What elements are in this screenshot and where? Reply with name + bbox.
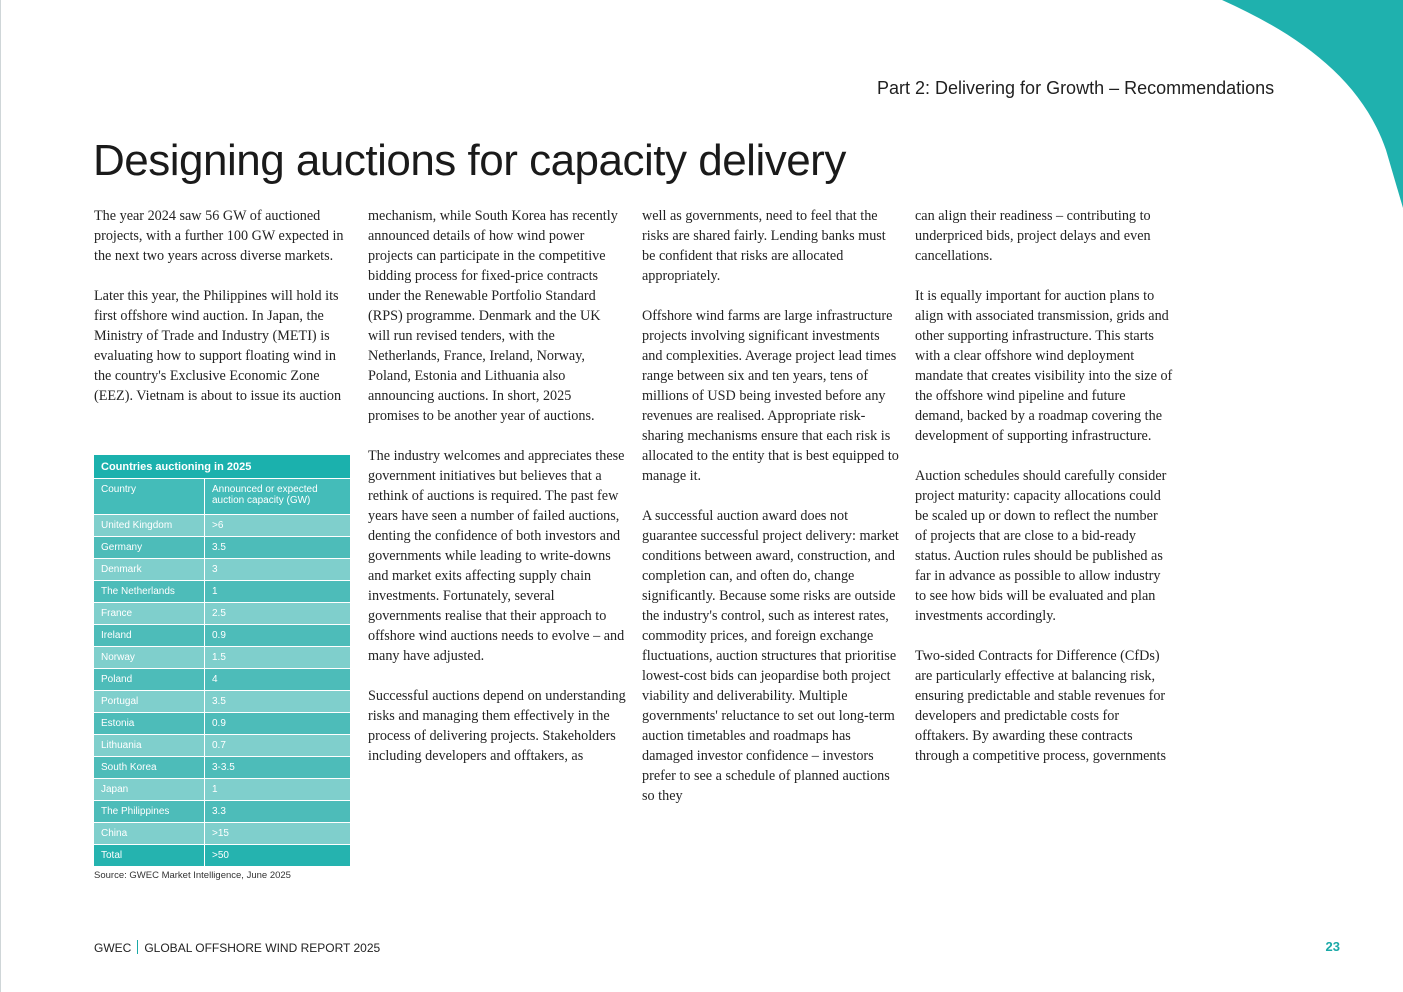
table-caption: Countries auctioning in 2025: [94, 455, 350, 479]
capacity-cell: 0.9: [204, 624, 350, 647]
paragraph: can align their readiness – contributing…: [915, 208, 1151, 264]
country-cell: The Netherlands: [94, 580, 205, 603]
table-row: Japan 1: [94, 778, 350, 801]
table-row: France 2.5: [94, 602, 350, 625]
country-cell: Norway: [94, 646, 205, 669]
text-column-1: The year 2024 saw 56 GW of auctioned pro…: [94, 206, 350, 426]
table-total-row: Total >50: [94, 844, 350, 867]
table-row: Germany 3.5: [94, 536, 350, 559]
text-column-4: can align their readiness – contributing…: [915, 206, 1173, 786]
capacity-cell: 3.3: [204, 800, 350, 823]
capacity-cell: 3-3.5: [204, 756, 350, 779]
total-label-cell: Total: [94, 844, 205, 867]
country-cell: The Philippines: [94, 800, 205, 823]
table-row: Estonia 0.9: [94, 712, 350, 735]
capacity-cell: 0.7: [204, 734, 350, 757]
table-row: United Kingdom >6: [94, 514, 350, 537]
capacity-cell: 1: [204, 580, 350, 603]
country-cell: Denmark: [94, 558, 205, 581]
paragraph: well as governments, need to feel that t…: [642, 208, 886, 284]
table-source-note: Source: GWEC Market Intelligence, June 2…: [94, 870, 291, 881]
paragraph: A successful auction award does not guar…: [642, 508, 899, 804]
paragraph: The industry welcomes and appreciates th…: [368, 448, 625, 664]
table-row: China >15: [94, 822, 350, 845]
table-row: Portugal 3.5: [94, 690, 350, 713]
capacity-cell: 3: [204, 558, 350, 581]
text-column-3: well as governments, need to feel that t…: [642, 206, 900, 826]
capacity-cell: >15: [204, 822, 350, 845]
column-header-country: Country: [94, 478, 205, 515]
paragraph: The year 2024 saw 56 GW of auctioned pro…: [94, 208, 344, 264]
column-header-capacity: Announced or expected auction capacity (…: [204, 478, 350, 515]
country-cell: Estonia: [94, 712, 205, 735]
paragraph: Successful auctions depend on understand…: [368, 688, 626, 764]
page-title: Designing auctions for capacity delivery: [93, 136, 846, 185]
footer-report-title: GLOBAL OFFSHORE WIND REPORT 2025: [144, 941, 381, 955]
country-cell: United Kingdom: [94, 514, 205, 537]
text-column-2: mechanism, while South Korea has recentl…: [368, 206, 626, 786]
capacity-cell: 3.5: [204, 690, 350, 713]
table-row: Ireland 0.9: [94, 624, 350, 647]
capacity-table-block: Countries auctioning in 2025 Country Ann…: [94, 455, 350, 881]
capacity-cell: 3.5: [204, 536, 350, 559]
capacity-table: Countries auctioning in 2025 Country Ann…: [94, 455, 350, 867]
footer-logo-text: GWEC: [94, 941, 132, 955]
country-cell: Portugal: [94, 690, 205, 713]
page-number: 23: [1325, 939, 1340, 954]
paragraph: It is equally important for auction plan…: [915, 288, 1173, 444]
country-cell: South Korea: [94, 756, 205, 779]
footer-divider: [137, 940, 139, 954]
capacity-cell: 2.5: [204, 602, 350, 625]
capacity-cell: 0.9: [204, 712, 350, 735]
table-row: The Philippines 3.3: [94, 800, 350, 823]
country-cell: Germany: [94, 536, 205, 559]
total-value-cell: >50: [204, 844, 350, 867]
country-cell: Poland: [94, 668, 205, 691]
table-row: South Korea 3-3.5: [94, 756, 350, 779]
country-cell: Lithuania: [94, 734, 205, 757]
capacity-cell: 4: [204, 668, 350, 691]
country-cell: Japan: [94, 778, 205, 801]
capacity-cell: 1.5: [204, 646, 350, 669]
table-row: Lithuania 0.7: [94, 734, 350, 757]
paragraph: Later this year, the Philippines will ho…: [94, 288, 342, 404]
country-cell: France: [94, 602, 205, 625]
page-left-border: [0, 0, 1, 992]
capacity-cell: >6: [204, 514, 350, 537]
table-row: Norway 1.5: [94, 646, 350, 669]
paragraph: Offshore wind farms are large infrastruc…: [642, 308, 899, 484]
capacity-cell: 1: [204, 778, 350, 801]
country-cell: China: [94, 822, 205, 845]
paragraph: Auction schedules should carefully consi…: [915, 468, 1167, 624]
paragraph: mechanism, while South Korea has recentl…: [368, 208, 618, 424]
table-row: The Netherlands 1: [94, 580, 350, 603]
section-label: Part 2: Delivering for Growth – Recommen…: [877, 78, 1275, 98]
paragraph: Two-sided Contracts for Difference (CfDs…: [915, 648, 1166, 764]
table-row: Denmark 3: [94, 558, 350, 581]
table-row: Poland 4: [94, 668, 350, 691]
country-cell: Ireland: [94, 624, 205, 647]
footer-brand: GWEC GLOBAL OFFSHORE WIND REPORT 2025: [94, 940, 380, 958]
